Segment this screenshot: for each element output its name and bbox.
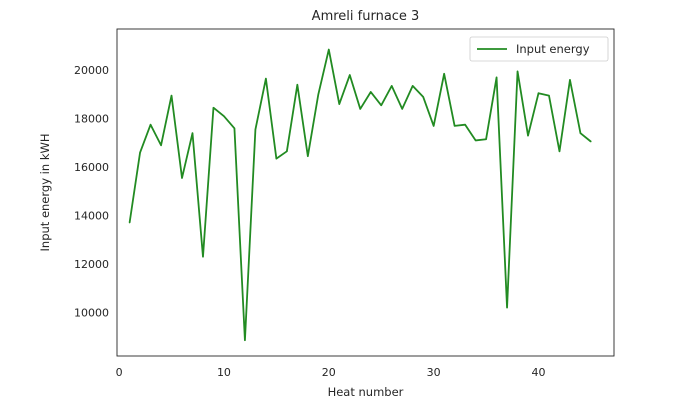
data-point [317,93,319,95]
data-point [181,177,183,179]
data-point [359,108,361,110]
data-point [286,150,288,152]
data-point [485,138,487,140]
data-point [412,85,414,87]
x-tick-label: 0 [116,366,123,379]
data-point [128,222,131,224]
data-point [548,95,550,97]
x-tick-label: 20 [322,366,336,379]
data-point [265,78,267,80]
x-tick-label: 30 [427,366,441,379]
data-point [380,104,382,106]
legend-box [469,36,609,62]
data-point [139,151,141,154]
y-tick-label: 20000 [74,64,109,77]
data-point [296,84,298,86]
data-point [370,91,372,93]
data-point [464,124,466,126]
x-tick-label: 10 [217,366,231,379]
data-point [328,48,330,51]
y-tick-label: 14000 [74,210,109,223]
data-point [212,107,215,109]
data-point [191,132,194,134]
data-point [244,339,246,341]
chart-title: Amreli furnace 3 [312,9,420,24]
data-point [338,103,340,105]
series-line-0 [128,48,592,342]
data-point [506,306,508,309]
data-point [223,115,225,117]
data-point [401,108,403,110]
x-axis-ticks: 0 10 20 30 40 [116,366,546,379]
data-point [454,125,456,127]
data-point [495,76,498,79]
y-axis-label: Input energy in kWH [38,134,52,252]
data-point [590,141,592,143]
data-point [474,139,477,142]
data-point [443,73,445,75]
data-point [516,70,519,72]
data-point [254,128,257,131]
data-point [391,85,393,87]
data-point [149,124,152,126]
legend-label: Input energy [516,42,590,56]
data-point [160,144,162,146]
data-point [422,96,424,98]
data-point [558,150,561,152]
y-axis-ticks: 10000 12000 14000 16000 18000 20000 [74,64,109,319]
data-point [349,74,351,76]
y-tick-label: 18000 [74,113,109,126]
data-point [433,125,435,127]
y-tick-label: 16000 [74,161,109,174]
legend: Input energy [469,36,609,62]
x-tick-label: 40 [532,366,546,379]
data-point [527,134,529,137]
data-point [307,155,309,157]
data-point [170,95,173,97]
y-tick-label: 12000 [74,258,109,271]
data-point [275,157,277,160]
data-point [537,92,540,94]
data-point [202,256,204,258]
plot-area [116,28,615,357]
y-tick-label: 10000 [74,306,109,319]
data-point [233,127,236,129]
x-axis-label: Heat number [328,385,404,399]
data-point [579,132,582,134]
data-point [569,79,571,81]
